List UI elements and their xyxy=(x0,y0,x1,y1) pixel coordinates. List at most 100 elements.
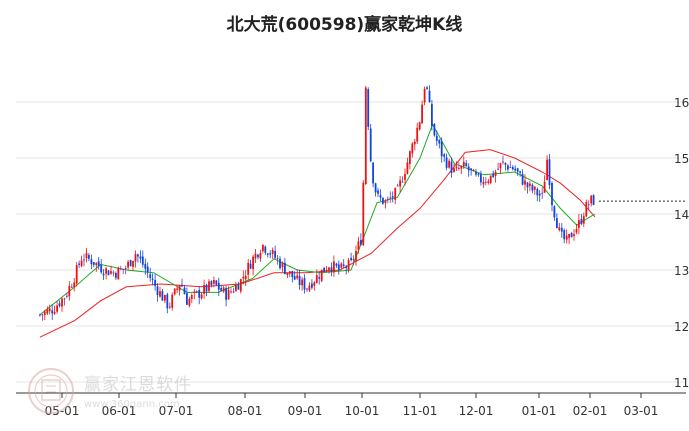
x-tick-label: 12-01 xyxy=(459,404,494,418)
candle-body xyxy=(570,232,573,238)
y-tick-label: 14 xyxy=(674,208,689,222)
candle-body xyxy=(382,197,384,204)
candle-body xyxy=(563,230,566,240)
candle-body xyxy=(264,246,267,253)
candle-body xyxy=(406,162,409,174)
candle-body xyxy=(374,183,377,193)
y-tick-label: 15 xyxy=(674,152,689,166)
candle-body xyxy=(188,298,191,306)
candle-body xyxy=(565,235,568,240)
candle-body xyxy=(274,251,276,258)
candle-body xyxy=(266,253,269,255)
candle-body xyxy=(244,275,247,280)
x-tick-label: 02-01 xyxy=(573,404,608,418)
candle-body xyxy=(41,314,44,316)
candle-body xyxy=(519,171,521,173)
candle-body xyxy=(590,195,593,204)
candle-body xyxy=(502,161,504,163)
candle-body xyxy=(448,160,450,168)
candle-body xyxy=(487,181,490,183)
candle-body xyxy=(176,288,178,290)
candle-body xyxy=(320,269,323,281)
candle-body xyxy=(92,262,95,265)
candle-body xyxy=(543,181,546,193)
candle-body xyxy=(364,87,367,184)
candle-body xyxy=(225,288,227,300)
candle-body xyxy=(350,257,352,261)
candle-body xyxy=(315,275,318,283)
candle-body xyxy=(242,277,245,279)
candle-body xyxy=(482,181,485,185)
candle-body xyxy=(56,305,58,312)
candle-body xyxy=(394,188,397,200)
candle-body xyxy=(573,234,575,236)
candle-body xyxy=(232,291,235,293)
candle-body xyxy=(494,171,497,176)
candle-body xyxy=(279,258,281,269)
candle-body xyxy=(119,268,122,270)
candle-body xyxy=(355,250,357,261)
candle-body xyxy=(379,195,382,198)
candle-body xyxy=(48,308,51,312)
x-tick-label: 11-01 xyxy=(403,404,438,418)
candle-body xyxy=(90,259,93,265)
candle-body xyxy=(171,294,174,308)
candle-body xyxy=(318,277,321,279)
candle-body xyxy=(391,196,394,198)
candle-body xyxy=(73,282,76,287)
watermark-url: www.360gann.com xyxy=(84,399,180,410)
candle-body xyxy=(227,289,230,300)
candle-body xyxy=(592,195,595,205)
candle-body xyxy=(526,182,529,188)
candle-body xyxy=(129,260,132,266)
candle-body xyxy=(78,263,80,265)
candle-body xyxy=(475,171,477,175)
candle-body xyxy=(480,174,482,183)
candle-body xyxy=(367,89,370,127)
candle-body xyxy=(507,165,509,170)
candle-body xyxy=(146,266,149,273)
candle-body xyxy=(269,253,272,255)
watermark: 赢家江恩软件 www.360gann.com xyxy=(26,366,216,418)
candle-body xyxy=(70,286,73,288)
candle-body xyxy=(107,270,110,276)
candle-body xyxy=(531,184,534,191)
candle-body xyxy=(521,173,524,185)
candle-body xyxy=(68,286,71,297)
candle-body xyxy=(330,267,333,272)
candle-body xyxy=(328,267,330,271)
candle-body xyxy=(546,159,548,180)
candle-body xyxy=(538,193,541,196)
candle-body xyxy=(413,141,416,145)
candle-body xyxy=(303,278,306,290)
candle-body xyxy=(115,273,117,278)
candle-body xyxy=(377,190,379,194)
x-tick-label: 03-01 xyxy=(624,404,659,418)
candle-body xyxy=(369,128,372,162)
candle-body xyxy=(298,275,301,285)
candle-body xyxy=(230,291,232,293)
candlesticks xyxy=(39,85,686,321)
y-tick-label: 11 xyxy=(674,376,689,390)
candle-body xyxy=(186,293,188,305)
candle-body xyxy=(144,263,147,269)
grid-lines xyxy=(16,101,686,383)
candle-body xyxy=(262,244,264,252)
candle-body xyxy=(386,198,389,200)
candle-body xyxy=(352,259,355,261)
candle-body xyxy=(222,287,225,292)
candle-body xyxy=(455,166,458,169)
candle-body xyxy=(117,267,120,280)
candle-body xyxy=(409,151,411,164)
candle-body xyxy=(46,309,49,314)
candle-body xyxy=(83,259,85,261)
candle-body xyxy=(137,254,139,257)
candle-body xyxy=(276,258,279,260)
x-tick-label: 10-01 xyxy=(345,404,380,418)
candle-body xyxy=(198,290,201,298)
watermark-logo-icon xyxy=(28,368,74,414)
candle-body xyxy=(489,175,492,183)
candle-body xyxy=(293,276,296,280)
ma-short-line xyxy=(39,123,596,316)
y-tick-label: 13 xyxy=(674,264,689,278)
